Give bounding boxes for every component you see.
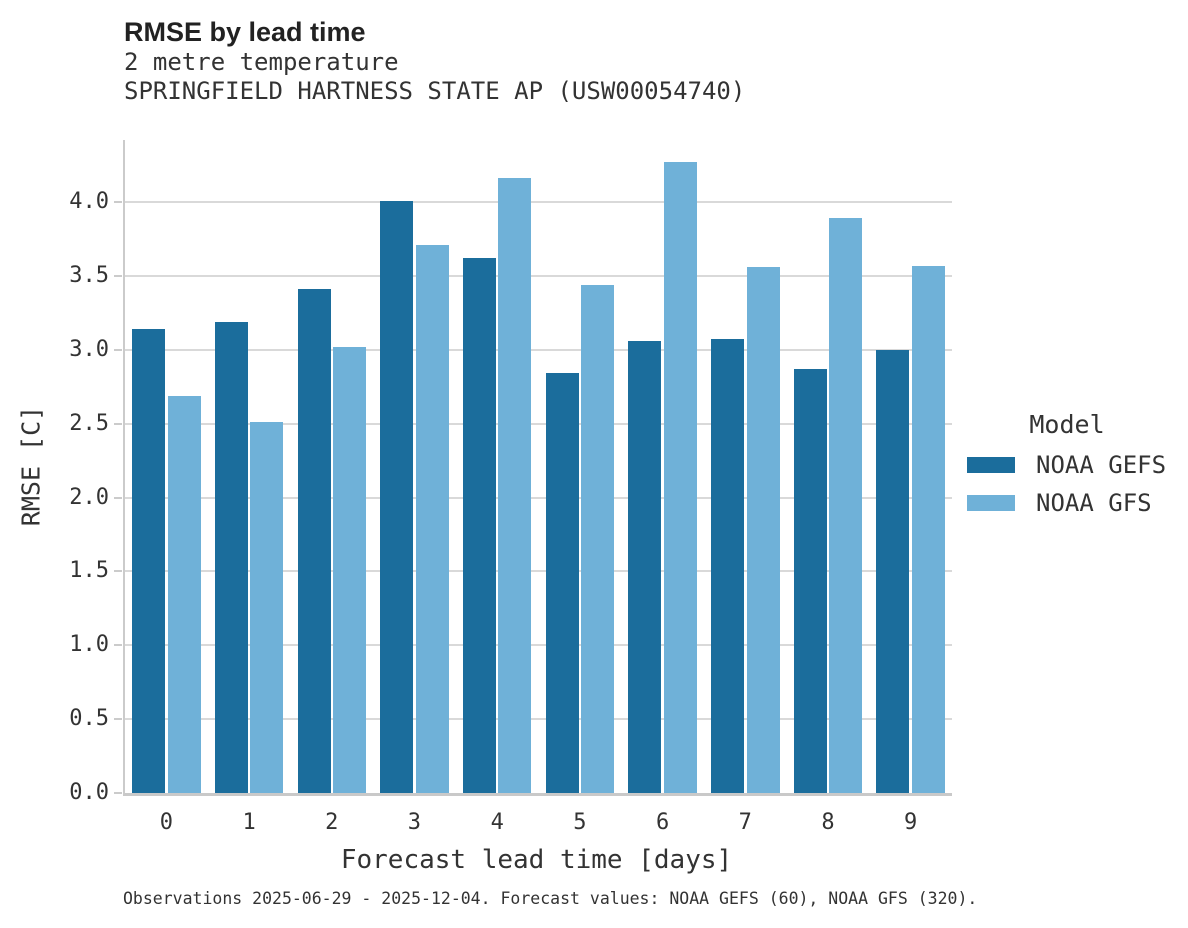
gridline-0.5	[125, 718, 952, 721]
legend-entry-noaa-gefs: NOAA GEFS	[964, 451, 1170, 479]
bar-noaa-gfs-lead-5	[581, 285, 615, 793]
bar-noaa-gefs-lead-4	[462, 258, 496, 793]
bar-noaa-gefs-lead-7	[711, 339, 744, 793]
y-tick-mark-3.0	[114, 348, 122, 351]
x-tick-label-4: 4	[490, 810, 504, 835]
legend-swatch-noaa-gefs	[967, 457, 1015, 473]
y-tick-mark-1.0	[114, 644, 122, 647]
gridline-2.0	[125, 496, 952, 499]
chart-header: RMSE by lead time 2 metre temperature SP…	[124, 16, 745, 106]
bar-noaa-gefs-lead-2	[297, 289, 331, 793]
bar-noaa-gfs-lead-7	[746, 267, 780, 793]
y-tick-mark-2.0	[114, 496, 122, 499]
gridline-2.5	[125, 422, 952, 425]
x-tick-label-5: 5	[573, 810, 587, 835]
bar-noaa-gfs-lead-4	[498, 178, 532, 793]
gridline-3.5	[125, 274, 952, 277]
legend-label-noaa-gfs: NOAA GFS	[1036, 489, 1152, 517]
bar-noaa-gefs-lead-8	[793, 369, 827, 793]
plot-area: 0.0 0.5 1.0 1.5 2.0 2.5 3.0 3.5 4.0 0 1 2 3 4 5 6 7 8 9	[69, 140, 952, 835]
legend-swatch-noaa-gfs	[967, 495, 1015, 511]
y-tick-mark-3.5	[114, 274, 122, 277]
x-tick-label-7: 7	[738, 810, 752, 835]
bar-noaa-gfs-lead-8	[829, 218, 863, 793]
y-tick-label-2.5: 2.5	[69, 410, 109, 436]
gridline-1.5	[125, 570, 952, 573]
bar-noaa-gefs-lead-9	[876, 350, 910, 793]
y-tick-mark-2.5	[114, 422, 122, 425]
y-tick-label-1.0: 1.0	[69, 632, 109, 658]
y-tick-mark-0.0	[114, 792, 122, 794]
legend-label-noaa-gefs: NOAA GEFS	[1036, 451, 1167, 479]
x-axis-label: Forecast lead time [days]	[340, 845, 733, 875]
chart-subtitle-variable: 2 metre temperature	[124, 48, 399, 76]
y-tick-mark-1.5	[114, 570, 122, 573]
legend: Model NOAA GEFS NOAA GFS	[964, 410, 1170, 527]
bar-noaa-gefs-lead-3	[380, 201, 414, 793]
bar-noaa-gefs-lead-5	[545, 373, 579, 793]
bar-noaa-gfs-lead-3	[415, 245, 449, 793]
y-tick-label-2.0: 2.0	[69, 484, 109, 510]
chart-subtitle-station: SPRINGFIELD HARTNESS STATE AP (USW000547…	[124, 77, 746, 105]
bar-noaa-gefs-lead-1	[214, 322, 248, 793]
gridline-4.0	[125, 201, 952, 204]
bar-noaa-gfs-lead-0	[167, 396, 201, 793]
y-tick-label-0.0: 0.0	[69, 780, 109, 805]
y-tick-label-3.0: 3.0	[69, 336, 109, 362]
x-tick-label-0: 0	[159, 810, 174, 835]
legend-entry-noaa-gfs: NOAA GFS	[964, 489, 1170, 517]
bar-noaa-gfs-lead-2	[333, 347, 366, 793]
y-tick-mark-4.0	[114, 201, 122, 204]
x-tick-label-6: 6	[655, 810, 670, 835]
bar-noaa-gfs-lead-9	[911, 266, 945, 793]
x-tick-label-3: 3	[407, 810, 422, 835]
y-tick-label-3.5: 3.5	[69, 262, 109, 288]
bar-noaa-gfs-lead-1	[250, 422, 284, 793]
x-tick-label-2: 2	[325, 810, 339, 835]
y-tick-label-1.5: 1.5	[69, 558, 109, 584]
x-tick-label-8: 8	[821, 810, 835, 835]
gridline-1.0	[125, 644, 952, 647]
y-tick-label-4.0: 4.0	[69, 189, 109, 215]
legend-title: Model	[1029, 410, 1105, 439]
chart-title: RMSE by lead time	[124, 17, 366, 47]
bar-noaa-gefs-lead-6	[628, 341, 662, 793]
y-tick-mark-0.5	[114, 718, 122, 721]
figure-caption: Observations 2025-06-29 - 2025-12-04. Fo…	[123, 889, 978, 908]
bar-noaa-gefs-lead-0	[132, 329, 166, 793]
bar-noaa-gfs-lead-6	[663, 162, 697, 793]
gridline-3.0	[125, 348, 952, 351]
x-tick-label-9: 9	[903, 810, 918, 835]
x-tick-label-1: 1	[242, 810, 256, 835]
y-tick-label-0.5: 0.5	[69, 706, 109, 732]
